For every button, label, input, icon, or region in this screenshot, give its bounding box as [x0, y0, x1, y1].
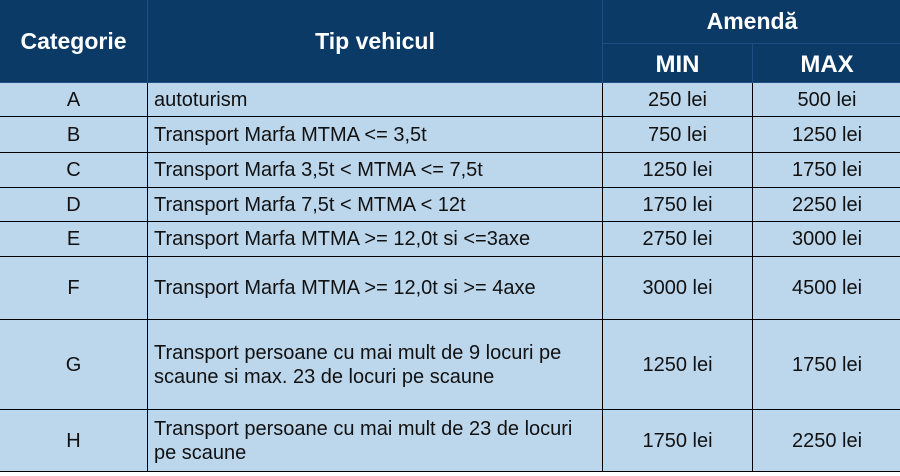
row-max: 4500 lei — [752, 256, 900, 320]
header-amenda: Amendă — [602, 0, 900, 44]
header-tip-vehicul: Tip vehicul — [147, 0, 603, 83]
table-row: E Transport Marfa MTMA >= 12,0t si <=3ax… — [0, 221, 900, 257]
row-max: 1250 lei — [752, 116, 900, 153]
header-categorie: Categorie — [0, 0, 148, 83]
row-tip-vehicul: Transport Marfa 7,5t < MTMA < 12t — [147, 187, 603, 222]
row-tip-vehicul: Transport persoane cu mai mult de 23 de … — [147, 409, 603, 472]
row-tip-vehicul: Transport Marfa MTMA <= 3,5t — [147, 116, 603, 153]
header-min: MIN — [602, 43, 753, 83]
row-min: 750 lei — [602, 116, 753, 153]
row-max: 3000 lei — [752, 221, 900, 257]
row-tip-vehicul: autoturism — [147, 82, 603, 117]
row-max: 1750 lei — [752, 152, 900, 188]
table-row: A autoturism 250 lei 500 lei — [0, 82, 900, 117]
row-categorie: A — [0, 82, 148, 117]
row-categorie: G — [0, 319, 148, 410]
row-categorie: D — [0, 187, 148, 222]
row-min: 1750 lei — [602, 409, 753, 472]
table-row: F Transport Marfa MTMA >= 12,0t si >= 4a… — [0, 256, 900, 320]
table-row: C Transport Marfa 3,5t < MTMA <= 7,5t 12… — [0, 152, 900, 188]
row-categorie: B — [0, 116, 148, 153]
row-min: 1250 lei — [602, 319, 753, 410]
row-tip-vehicul: Transport persoane cu mai mult de 9 locu… — [147, 319, 603, 410]
row-tip-vehicul: Transport Marfa MTMA >= 12,0t si >= 4axe — [147, 256, 603, 320]
row-tip-vehicul: Transport Marfa MTMA >= 12,0t si <=3axe — [147, 221, 603, 257]
row-categorie: E — [0, 221, 148, 257]
row-tip-vehicul: Transport Marfa 3,5t < MTMA <= 7,5t — [147, 152, 603, 188]
table-row: H Transport persoane cu mai mult de 23 d… — [0, 409, 900, 472]
row-min: 1750 lei — [602, 187, 753, 222]
row-max: 2250 lei — [752, 187, 900, 222]
row-max: 2250 lei — [752, 409, 900, 472]
row-min: 3000 lei — [602, 256, 753, 320]
table-row: G Transport persoane cu mai mult de 9 lo… — [0, 319, 900, 410]
table-row: D Transport Marfa 7,5t < MTMA < 12t 1750… — [0, 187, 900, 222]
table-row: B Transport Marfa MTMA <= 3,5t 750 lei 1… — [0, 116, 900, 153]
row-max: 1750 lei — [752, 319, 900, 410]
row-min: 2750 lei — [602, 221, 753, 257]
row-categorie: H — [0, 409, 148, 472]
header-max: MAX — [752, 43, 900, 83]
row-min: 1250 lei — [602, 152, 753, 188]
row-min: 250 lei — [602, 82, 753, 117]
row-max: 500 lei — [752, 82, 900, 117]
row-categorie: F — [0, 256, 148, 320]
row-categorie: C — [0, 152, 148, 188]
